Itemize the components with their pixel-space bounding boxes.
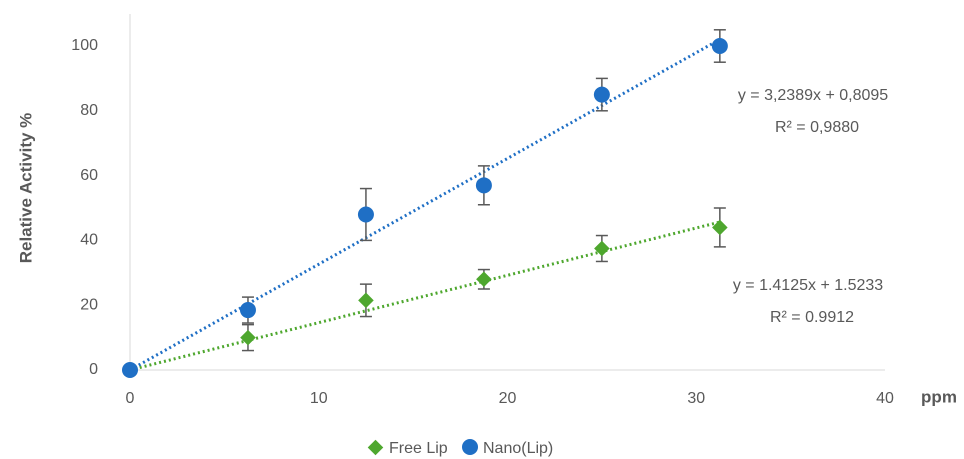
x-tick-label: 30: [687, 390, 705, 407]
y-tick-label: 80: [80, 102, 98, 119]
data-points: [122, 38, 728, 378]
legend-marker-nano-lip: [462, 439, 478, 455]
x-axis-title: ppm: [921, 387, 957, 406]
nano-trendline-r2: R² = 0,9880: [775, 119, 859, 136]
free-trendline-r2: R² = 0.9912: [770, 309, 854, 326]
legend-marker-free-lip: [367, 439, 384, 456]
x-tick-label: 20: [499, 390, 517, 407]
x-tick-labels: 0 10 20 30 40: [126, 390, 894, 407]
y-axis-title: Relative Activity %: [16, 113, 35, 264]
legend: Free Lip Nano(Lip): [367, 439, 553, 457]
free-lip-point: [240, 329, 256, 346]
free-lip-point: [594, 240, 610, 257]
y-tick-labels: 0 20 40 60 80 100: [71, 37, 98, 378]
x-tick-label: 10: [310, 390, 328, 407]
trendline-nano-lip: [129, 38, 721, 372]
x-tick-label: 40: [876, 390, 894, 407]
nano-lip-point: [475, 177, 492, 194]
axes: [129, 14, 885, 371]
nano-lip-point: [357, 206, 374, 223]
y-tick-label: 40: [80, 232, 98, 249]
trendline-free-lip: [129, 220, 721, 372]
nano-trendline-equation: y = 3,2389x + 0,8095: [738, 87, 888, 104]
nano-lip-point: [239, 302, 256, 319]
free-trendline-equation: y = 1.4125x + 1.5233: [733, 277, 883, 294]
legend-label-free-lip: Free Lip: [389, 440, 448, 457]
y-tick-label: 20: [80, 296, 98, 313]
nano-lip-point: [711, 38, 728, 54]
y-tick-label: 60: [80, 167, 98, 184]
x-tick-label: 0: [126, 390, 135, 407]
y-tick-label: 0: [89, 361, 98, 378]
nano-lip-point: [593, 86, 610, 103]
free-lip-point: [476, 271, 492, 288]
free-lip-point: [358, 292, 374, 309]
nano-lip-point: [122, 362, 138, 378]
legend-label-nano-lip: Nano(Lip): [483, 440, 553, 457]
free-lip-point: [712, 219, 728, 236]
y-tick-label: 100: [71, 37, 98, 54]
trendlines: [129, 38, 721, 372]
